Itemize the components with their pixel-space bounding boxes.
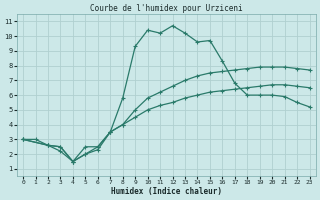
X-axis label: Humidex (Indice chaleur): Humidex (Indice chaleur) [111, 187, 222, 196]
Title: Courbe de l'humidex pour Urziceni: Courbe de l'humidex pour Urziceni [90, 4, 243, 13]
